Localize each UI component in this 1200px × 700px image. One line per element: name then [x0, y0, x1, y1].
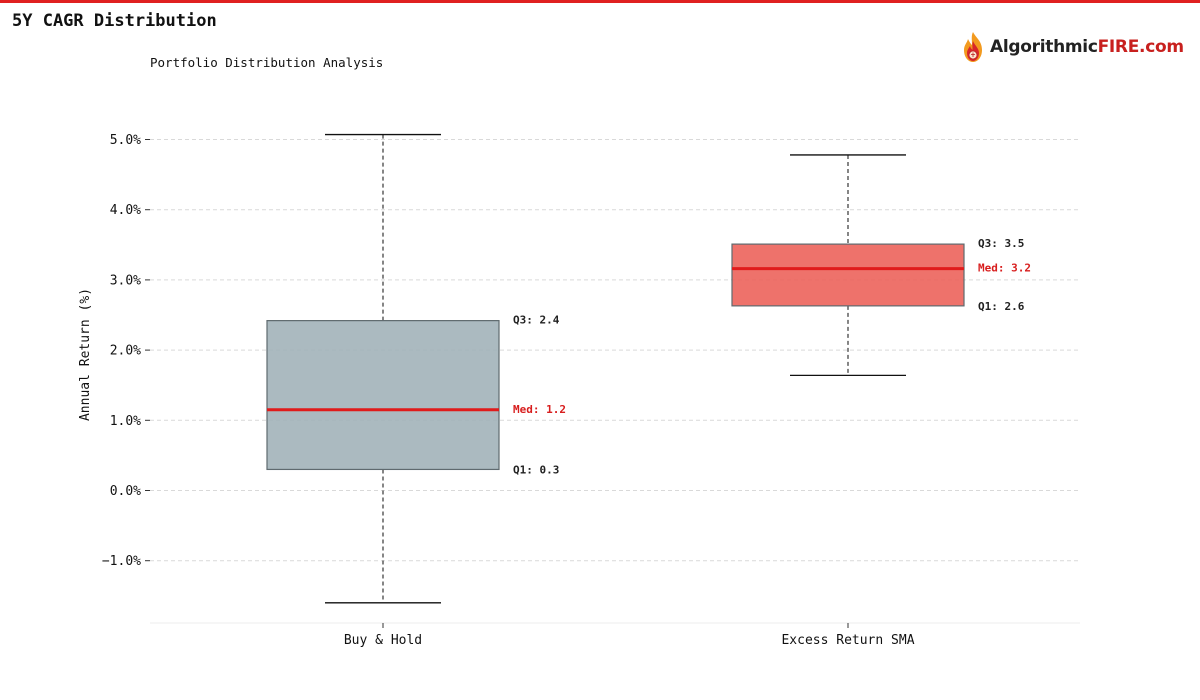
- page-title: 5Y CAGR Distribution: [12, 11, 217, 31]
- y-axis-label: Annual Return (%): [78, 288, 93, 421]
- y-tick-label: 1.0%: [110, 414, 141, 429]
- iqr-box: [731, 243, 965, 307]
- chart-subtitle: Portfolio Distribution Analysis: [150, 55, 384, 70]
- y-tick-label: 3.0%: [110, 273, 141, 288]
- brand-name-domain: .com: [1139, 37, 1184, 57]
- median-label: Med: 3.2: [978, 262, 1031, 275]
- q1-label: Q1: 0.3: [513, 463, 559, 476]
- x-tick-label: Excess Return SMA: [781, 633, 914, 648]
- brand-name-main: Algorithmic: [990, 37, 1098, 57]
- y-tick-label: 2.0%: [110, 344, 141, 359]
- flame-logo-icon: [964, 32, 982, 62]
- y-tick-label: −1.0%: [102, 554, 141, 569]
- box-group-1: Q3: 2.4 Med: 1.2 Q1: 0.3 Buy & Hold: [266, 133, 566, 648]
- brand-name-accent: FIRE: [1097, 37, 1140, 57]
- median-label: Med: 1.2: [513, 403, 566, 416]
- iqr-box: [266, 320, 500, 471]
- x-tick-label: Buy & Hold: [344, 633, 422, 648]
- brand-logo[interactable]: AlgorithmicFIRE.com: [960, 30, 1184, 64]
- y-tick-label: 4.0%: [110, 203, 141, 218]
- y-tick-label: 0.0%: [110, 484, 141, 499]
- y-tick-label: 5.0%: [110, 133, 141, 148]
- q1-label: Q1: 2.6: [978, 300, 1025, 313]
- q3-label: Q3: 3.5: [978, 237, 1024, 250]
- box-group-2: Q3: 3.5 Med: 3.2 Q1: 2.6 Excess Return SMA: [731, 154, 1031, 648]
- q3-label: Q3: 2.4: [513, 314, 560, 327]
- top-accent-rule: [0, 0, 1200, 3]
